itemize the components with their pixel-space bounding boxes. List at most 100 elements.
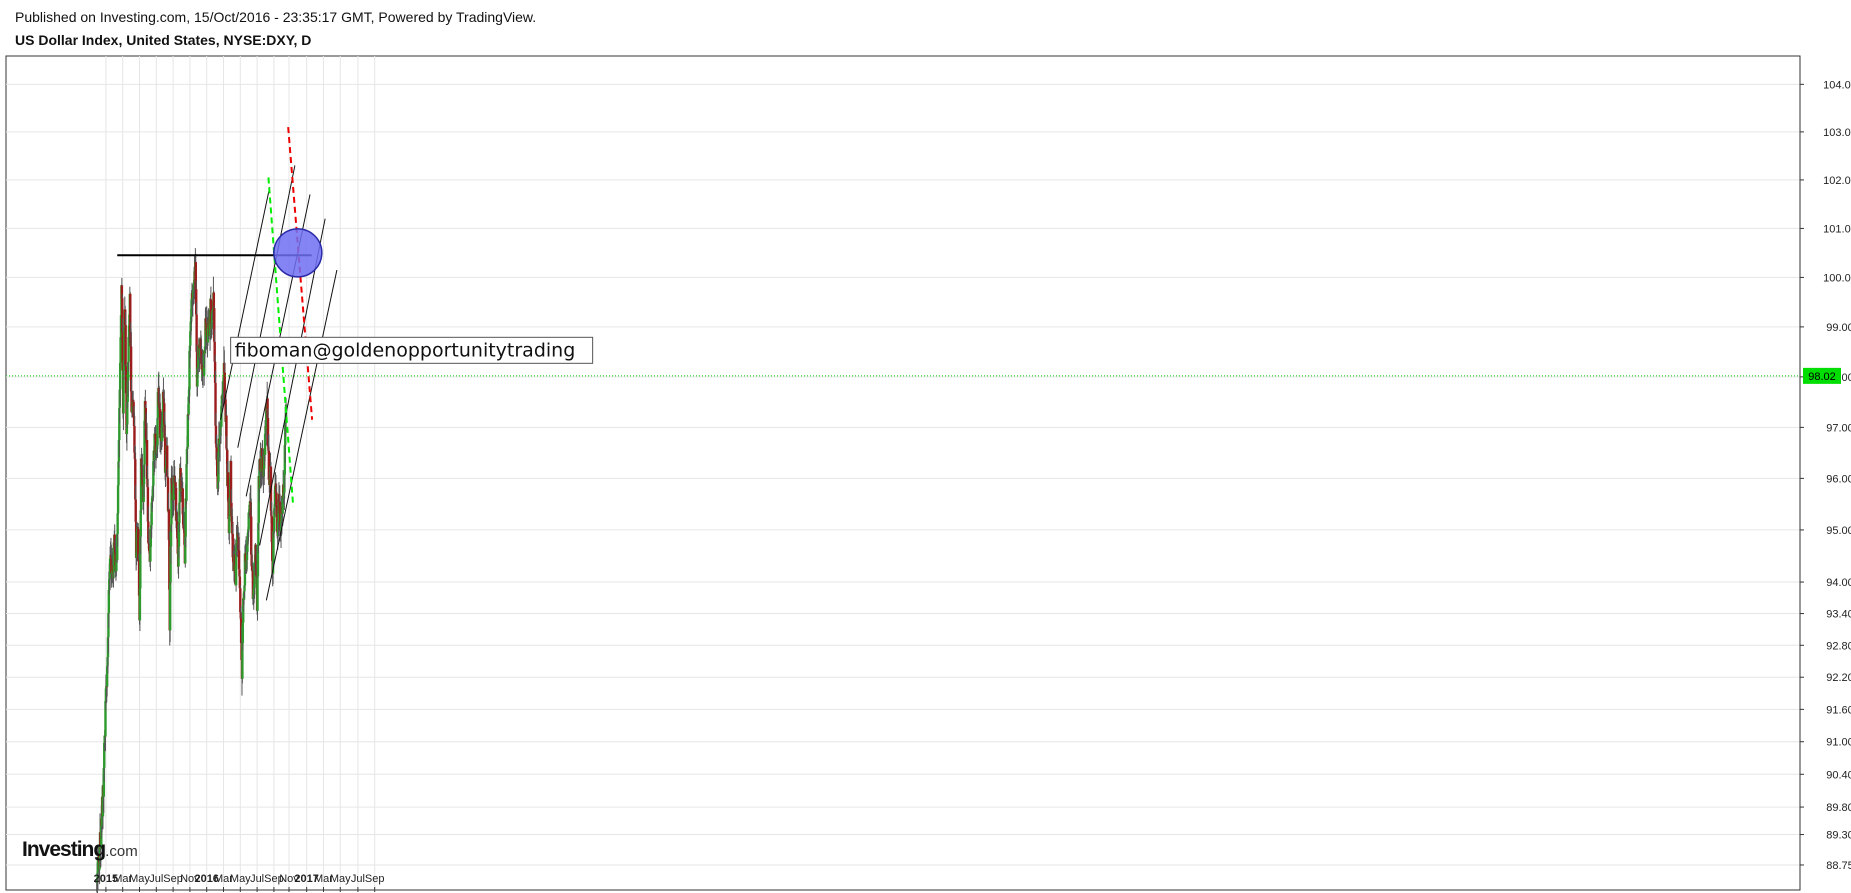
published-caption: Published on Investing.com, 15/Oct/2016 … <box>15 9 537 25</box>
candle-body <box>174 482 177 488</box>
y-tick-label: 89.30 <box>1826 830 1851 842</box>
candle-body <box>156 417 159 446</box>
candle-body <box>181 488 184 515</box>
candle-body <box>212 292 216 309</box>
candle-body <box>122 370 125 414</box>
candle-body <box>177 523 181 547</box>
candle-body <box>237 550 241 570</box>
y-tick-label: 92.80 <box>1826 640 1851 652</box>
x-tick-label: May <box>330 873 351 885</box>
channel-line <box>265 269 338 601</box>
candle-body <box>121 332 124 371</box>
candle-body <box>124 366 128 394</box>
candle-body <box>270 516 273 543</box>
candle-body <box>267 450 271 480</box>
candle-body <box>149 546 152 562</box>
candle-body <box>124 324 127 367</box>
y-tick-label: 96.00 <box>1826 473 1851 485</box>
candle-body <box>150 502 153 526</box>
candle-body <box>275 492 278 505</box>
candle-body <box>226 472 230 501</box>
candle-body <box>214 382 217 426</box>
annotation-frame <box>230 336 594 364</box>
candle-body <box>138 588 142 621</box>
candle-body <box>187 396 190 415</box>
x-tick-label: Mar <box>113 873 132 885</box>
y-tick-label: 102.00 <box>1823 175 1851 187</box>
candle-body <box>139 510 142 537</box>
x-tick-label: May <box>230 873 251 885</box>
candle-body <box>241 643 244 679</box>
x-tick-label: Sep <box>163 873 183 885</box>
candle-body <box>168 582 172 631</box>
red-dashed-line <box>287 127 314 420</box>
y-tick-label: 93.40 <box>1826 609 1851 621</box>
x-tick-label: Sep <box>264 873 284 885</box>
y-tick-label: 101.00 <box>1823 223 1851 235</box>
candle-body <box>225 415 228 449</box>
target-circle <box>273 228 323 278</box>
candle-body <box>118 407 121 440</box>
candle-body <box>185 464 188 501</box>
candle-body <box>108 558 112 579</box>
candle-body <box>186 414 189 448</box>
candle-body <box>239 588 242 613</box>
candle-body <box>126 401 129 425</box>
candle-body <box>116 513 119 534</box>
current-price-badge <box>1803 367 1841 384</box>
candle-body <box>139 536 142 589</box>
candle-body <box>168 539 171 590</box>
candle-body <box>144 400 147 408</box>
candle-body <box>258 470 261 489</box>
y-tick-label: 100.00 <box>1823 272 1851 284</box>
candle <box>158 393 162 453</box>
candle-body <box>125 424 129 435</box>
x-tick-label: 2016 <box>194 873 218 885</box>
y-tick-label: 95.00 <box>1826 525 1851 537</box>
candle-body <box>223 372 226 394</box>
candle-body <box>139 458 143 511</box>
candle-body <box>245 551 249 561</box>
y-tick-label: 90.40 <box>1826 769 1851 781</box>
candle-body <box>107 589 111 614</box>
candle-body <box>229 461 233 503</box>
candle-body <box>231 533 234 558</box>
x-tick-label: Jul <box>250 873 264 885</box>
candle-body <box>263 433 267 455</box>
candle-body <box>209 299 213 325</box>
y-tick-label: 88.75 <box>1826 860 1851 872</box>
candle-body <box>206 326 210 343</box>
candle-body <box>246 541 249 552</box>
candle-body <box>145 439 149 479</box>
annotation-text: fiboman@goldenopportunitytrading <box>235 339 576 361</box>
candle-body <box>123 327 126 361</box>
candle-body <box>129 346 133 392</box>
price-axis[interactable]: 88.75 89.30 89.80 90.40 91.00 91.60 92.20 92.80… <box>1800 79 1851 872</box>
candle-body <box>143 420 146 465</box>
candle-body <box>238 569 241 577</box>
logo-brand: Investing <box>22 838 106 861</box>
investing-logo: Investing.com <box>22 838 138 862</box>
logo-suffix: .com <box>105 843 138 860</box>
y-tick-label: 103.00 <box>1823 127 1851 139</box>
candle-body <box>116 485 120 514</box>
candle <box>275 484 278 505</box>
candle-body <box>214 425 218 444</box>
x-tick-label: Sep <box>365 873 385 885</box>
candle-body <box>112 542 116 573</box>
candle-body <box>152 461 155 486</box>
candle-body <box>134 499 137 522</box>
x-tick-label: Jul <box>351 873 365 885</box>
candle-body <box>266 398 269 418</box>
candle-body <box>130 391 133 412</box>
current-price-label: 98.02 <box>1808 371 1836 383</box>
candle-body <box>227 500 230 520</box>
candle-body <box>146 487 150 522</box>
candle-body <box>195 314 198 352</box>
candle-body <box>275 504 279 518</box>
candle-body <box>259 458 262 472</box>
candle-body <box>137 560 141 596</box>
y-tick-label: 91.60 <box>1826 704 1851 716</box>
